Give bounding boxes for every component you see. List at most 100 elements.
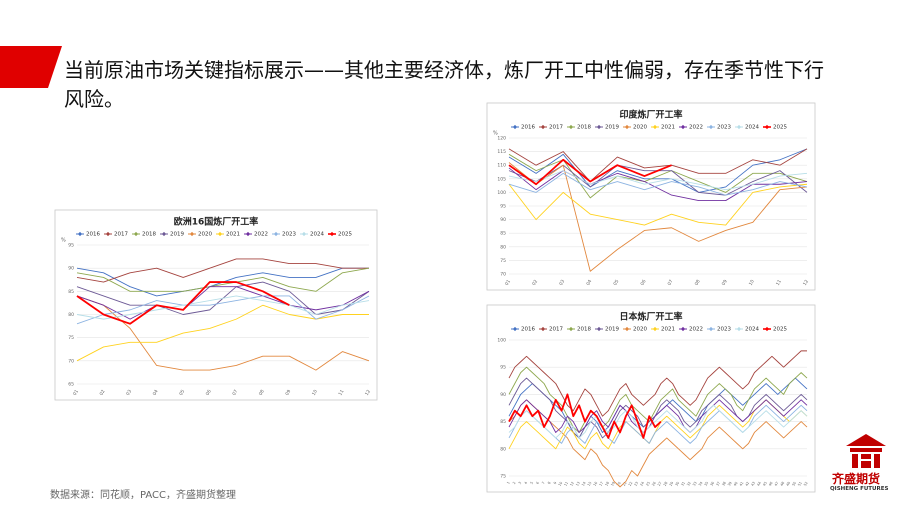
chart-title: 欧洲16国炼厂开工率 bbox=[174, 216, 259, 228]
x-tick-label: 05 bbox=[612, 279, 620, 287]
x-tick-label: 31 bbox=[680, 481, 686, 487]
logo-name: 齐盛期货 bbox=[832, 472, 881, 486]
x-tick-label: 8 bbox=[547, 481, 552, 485]
x-tick-label: 04 bbox=[585, 279, 593, 287]
legend-label: 2023 bbox=[717, 125, 731, 131]
x-tick-label: 44 bbox=[756, 480, 762, 487]
legend-marker bbox=[217, 231, 223, 237]
legend-label: 2022 bbox=[689, 125, 703, 131]
x-tick-label: 19 bbox=[610, 481, 616, 487]
legend-label: 2016 bbox=[86, 232, 100, 238]
y-tick-label: 65 bbox=[68, 382, 74, 388]
series-line bbox=[76, 304, 369, 362]
y-tick-label: 75 bbox=[68, 335, 74, 341]
x-tick-label: 25 bbox=[645, 481, 651, 487]
y-unit: % bbox=[493, 131, 498, 137]
x-tick-label: 30 bbox=[674, 481, 680, 487]
legend-label: 2018 bbox=[577, 125, 591, 131]
title-accent bbox=[0, 46, 62, 88]
x-tick-label: 36 bbox=[710, 481, 716, 487]
series-line bbox=[508, 366, 808, 433]
x-tick-label: 1 bbox=[506, 481, 511, 485]
y-tick-label: 90 bbox=[500, 217, 506, 223]
logo-icon bbox=[846, 434, 886, 468]
x-tick-label: 04 bbox=[152, 389, 160, 397]
x-tick-label: 01 bbox=[72, 389, 80, 397]
legend-marker bbox=[624, 326, 630, 332]
x-tick-label: 9 bbox=[553, 481, 558, 485]
x-tick-label: 45 bbox=[762, 481, 768, 487]
legend-label: 2017 bbox=[114, 232, 128, 238]
y-tick-label: 105 bbox=[497, 176, 506, 182]
y-tick-label: 110 bbox=[497, 163, 506, 169]
x-tick-label: 23 bbox=[634, 481, 640, 487]
x-tick-label: 08 bbox=[694, 279, 702, 287]
y-tick-label: 100 bbox=[497, 190, 506, 196]
y-tick-label: 95 bbox=[500, 365, 506, 371]
legend-label: 2025 bbox=[773, 327, 787, 333]
x-tick-label: 32 bbox=[686, 481, 692, 487]
x-tick-label: 18 bbox=[604, 481, 610, 487]
chart-frame bbox=[486, 102, 816, 291]
series-line bbox=[508, 148, 808, 193]
legend-label: 2021 bbox=[226, 232, 240, 238]
x-tick-label: 28 bbox=[663, 481, 669, 487]
x-tick-label: 03 bbox=[558, 279, 566, 287]
legend-label: 2023 bbox=[717, 327, 731, 333]
y-tick-label: 80 bbox=[500, 446, 506, 452]
y-tick-label: 95 bbox=[68, 243, 74, 249]
legend-marker bbox=[245, 231, 251, 237]
x-tick-label: 6 bbox=[535, 481, 540, 485]
x-tick-label: 37 bbox=[715, 481, 721, 487]
legend-label: 2020 bbox=[633, 327, 647, 333]
y-unit: % bbox=[61, 238, 66, 244]
y-tick-label: 85 bbox=[500, 231, 506, 237]
legend-label: 2020 bbox=[198, 232, 212, 238]
logo-en: QISHENG FUTURES bbox=[830, 486, 889, 492]
x-tick-label: 02 bbox=[99, 389, 107, 397]
legend-marker bbox=[161, 231, 167, 237]
y-tick-label: 100 bbox=[497, 338, 506, 344]
series-line bbox=[508, 158, 672, 186]
x-tick-label: 07 bbox=[231, 389, 239, 397]
series-line bbox=[508, 393, 662, 439]
legend-marker bbox=[764, 326, 770, 332]
y-tick-label: 90 bbox=[500, 392, 506, 398]
x-tick-label: 4 bbox=[524, 480, 529, 485]
x-tick-label: 07 bbox=[667, 279, 675, 287]
x-tick-label: 10 bbox=[748, 279, 756, 287]
legend-label: 2022 bbox=[689, 327, 703, 333]
x-tick-label: 11 bbox=[563, 481, 569, 487]
x-tick-label: 17 bbox=[599, 481, 605, 487]
y-tick-label: 95 bbox=[500, 204, 506, 210]
x-tick-label: 06 bbox=[205, 389, 213, 397]
x-tick-label: 11 bbox=[775, 279, 783, 287]
x-tick-label: 15 bbox=[587, 481, 593, 487]
x-tick-label: 48 bbox=[780, 481, 786, 487]
legend-label: 2024 bbox=[745, 327, 759, 333]
x-tick-label: 47 bbox=[774, 481, 780, 487]
x-tick-label: 10 bbox=[311, 389, 319, 397]
x-tick-label: 3 bbox=[518, 481, 523, 485]
x-tick-label: 43 bbox=[750, 481, 756, 487]
y-tick-label: 75 bbox=[500, 474, 506, 480]
series-line bbox=[508, 172, 808, 196]
legend-marker bbox=[652, 326, 658, 332]
x-tick-label: 14 bbox=[581, 480, 587, 487]
legend-label: 2025 bbox=[338, 232, 352, 238]
x-tick-label: 20 bbox=[616, 481, 622, 487]
x-tick-label: 12 bbox=[802, 279, 810, 287]
x-tick-label: 08 bbox=[258, 389, 266, 397]
x-tick-label: 26 bbox=[651, 481, 657, 487]
series-line bbox=[76, 295, 370, 325]
x-tick-label: 09 bbox=[721, 279, 729, 287]
y-tick-label: 85 bbox=[68, 289, 74, 295]
x-tick-label: 42 bbox=[745, 481, 751, 487]
legend-marker bbox=[273, 231, 279, 237]
y-tick-label: 85 bbox=[500, 419, 506, 425]
x-tick-label: 51 bbox=[797, 481, 803, 487]
series-line bbox=[508, 153, 808, 199]
source-note: 数据来源：同花顺，PACC，齐盛期货整理 bbox=[50, 490, 237, 501]
legend-marker bbox=[736, 326, 742, 332]
